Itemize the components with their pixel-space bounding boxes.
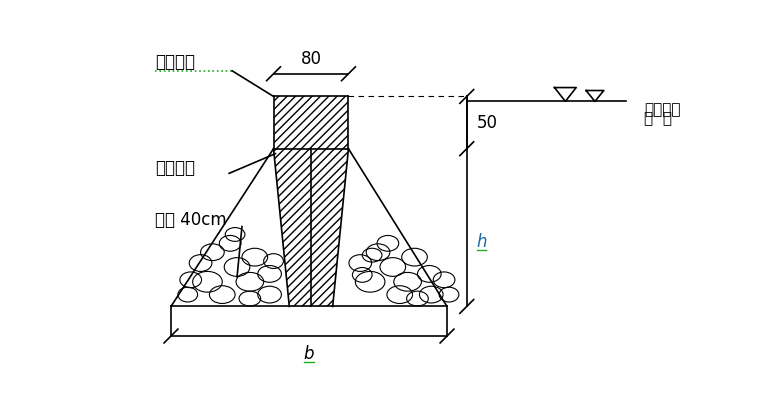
Text: h: h: [477, 233, 487, 251]
Text: 水  位: 水 位: [644, 112, 673, 126]
Text: 宽度 40cm: 宽度 40cm: [155, 211, 226, 229]
Text: 草包叠排: 草包叠排: [155, 53, 195, 71]
Text: b: b: [304, 345, 315, 363]
Text: 防渗心墙: 防渗心墙: [155, 160, 195, 177]
Text: 围堰顶高: 围堰顶高: [644, 102, 681, 117]
Text: 50: 50: [477, 113, 498, 132]
Text: 80: 80: [300, 50, 321, 68]
Bar: [274, 97, 348, 149]
